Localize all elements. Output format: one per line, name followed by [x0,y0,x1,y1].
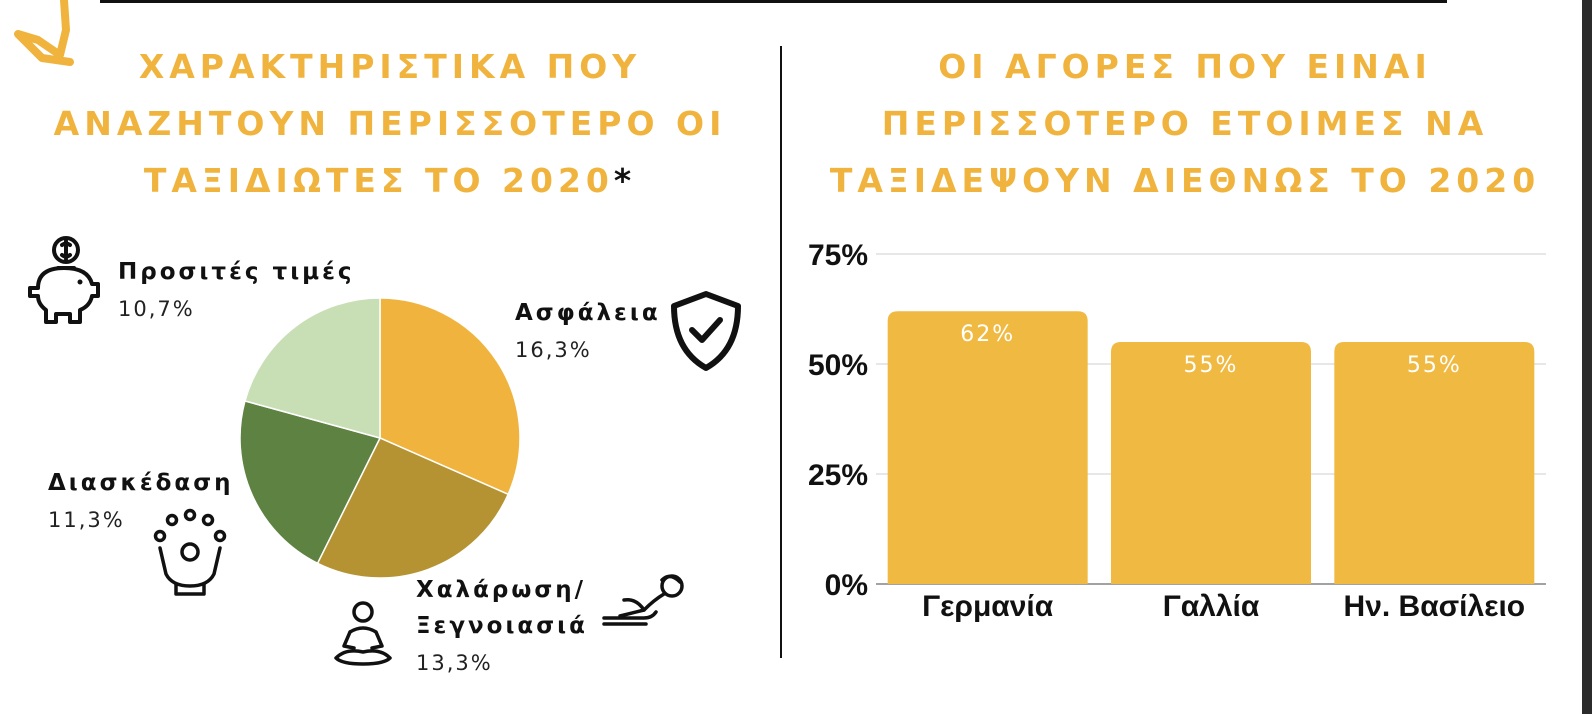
pie-label-name-line-1: Χαλάρωση/ [416,577,587,603]
piggy-bank-icon [28,236,100,324]
window-edge [1582,0,1592,714]
pie-label-value: 11,3% [48,508,125,532]
right-title-line-1: ΟΙ ΑΓΟΡΕΣ ΠΟΥ ΕΙΝΑΙ [938,47,1432,86]
lounging-person-icon [602,574,684,626]
right-title-line-2: ΠΕΡΙΣΣΟΤΕΡΟ ΕΤΟΙΜΕΣ ΝΑ [881,104,1489,143]
bar-value-label: 55% [1407,353,1462,378]
bar-value-label: 55% [1184,353,1239,378]
juggling-person-icon [153,508,227,596]
pie-label-value: 10,7% [118,297,195,321]
pie-slice [244,297,381,439]
pie-label-name: Ασφάλεια [515,300,661,326]
pie-label-name: Διασκέδαση [48,470,234,496]
left-title-line-1: ΧΑΡΑΚΤΗΡΙΣΤΙΚΑ ΠΟΥ [138,47,642,86]
pie-label-value: 13,3% [416,651,493,675]
x-tick-label: Γερμανία [922,590,1054,623]
bar-value-label: 62% [960,322,1015,347]
pie-slice [316,437,510,579]
left-chart-title: ΧΑΡΑΚΤΗΡΙΣΤΙΚΑ ΠΟΥ ΑΝΑΖΗΤΟΥΝ ΠΕΡΙΣΣΟΤΕΡΟ… [20,38,760,209]
panel-divider [780,46,782,658]
bar [1111,342,1311,584]
bar-chart: 0% 25% 50% 75% 62% Γερμανία 55% Γαλλία 55% Ην. Βα… [808,239,1546,623]
shield-check-icon [671,291,741,371]
footnote-mark: * [613,161,637,200]
pie-chart [239,297,521,579]
y-tick-label: 50% [808,349,868,382]
pie-label-prices: Προσιτές τιμές 10,7% [118,254,355,328]
pie-label-name-line-2: Ξεγνοιασιά [416,613,588,639]
pie-label-relax: Χαλάρωση/ Ξεγνοιασιά 13,3% [416,572,588,682]
x-tick-label: Ην. Βασίλειο [1344,590,1526,623]
pie-label-fun: Διασκέδαση 11,3% [48,465,234,539]
pie-slice [379,297,521,496]
y-tick-label: 0% [825,569,868,602]
x-tick-label: Γαλλία [1163,590,1260,623]
pie-label-safety: Ασφάλεια 16,3% [515,295,661,369]
right-chart-title: ΟΙ ΑΓΟΡΕΣ ΠΟΥ ΕΙΝΑΙ ΠΕΡΙΣΣΟΤΕΡΟ ΕΤΟΙΜΕΣ … [800,38,1570,209]
left-title-line-2: ΑΝΑΖΗΤΟΥΝ ΠΕΡΙΣΣΟΤΕΡΟ ΟΙ [53,104,727,143]
bar [887,311,1088,584]
left-title-line-3: ΤΑΞΙΔΙΩΤΕΣ ΤΟ 2020 [143,161,614,200]
meditation-icon [334,601,392,666]
arrow-icon [14,0,74,66]
y-tick-label: 25% [808,459,868,492]
pie-label-value: 16,3% [515,338,592,362]
top-rule [100,0,1447,3]
pie-label-name: Προσιτές τιμές [118,259,355,285]
right-title-line-3: ΤΑΞΙΔΕΨΟΥΝ ΔΙΕΘΝΩΣ ΤΟ 2020 [829,161,1541,200]
pie-slice [239,400,382,565]
y-tick-label: 75% [808,239,868,272]
bar [1334,342,1535,584]
